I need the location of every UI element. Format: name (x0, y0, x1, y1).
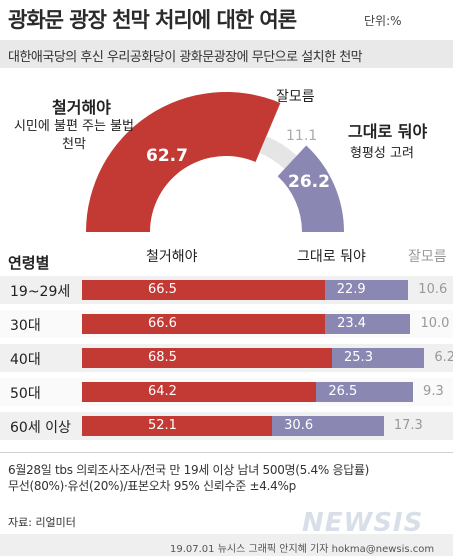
donut-label-unknown: 잘모름 (276, 89, 315, 105)
footer-bar (0, 534, 453, 556)
donut-value-unknown: 11.1 (286, 128, 318, 144)
bar-value-remove: 66.5 (148, 282, 177, 297)
donut-slice-unknown (259, 136, 297, 169)
donut-slice-keep (277, 145, 344, 232)
donut-desc-remove: 시민에 불편 주는 불법 천막 (13, 119, 135, 152)
bar-segment-keep (316, 382, 414, 402)
bar-category-label: 19~29세 (10, 284, 71, 300)
donut-label-keep: 그대로 둬야 (348, 122, 428, 141)
bar-value-keep: 23.4 (337, 316, 367, 331)
donut-desc-keep: 형평성 고려 (350, 146, 414, 161)
bar-value-remove: 66.6 (148, 316, 177, 331)
legend-remove: 철거해야 (146, 249, 198, 265)
bar-value-unknown: 6.2 (434, 350, 453, 365)
donut-slice-remove (85, 92, 281, 232)
bar-value-remove: 52.1 (148, 418, 177, 433)
bar-segment-keep (272, 416, 384, 436)
notes-line-1: 6월28일 tbs 의뢰조사조사/전국 만 19세 이상 남녀 500명(5.4… (8, 463, 370, 477)
bar-category-label: 30대 (10, 318, 41, 334)
legend-keep: 그대로 둬야 (297, 249, 366, 265)
bar-value-keep: 22.9 (336, 282, 366, 297)
bar-value-keep: 25.3 (344, 350, 373, 365)
bar-segment-remove (82, 416, 273, 436)
bar-value-keep: 30.6 (284, 418, 314, 433)
newsis-watermark: NEWSIS (302, 508, 424, 538)
bar-segment-remove (82, 314, 326, 334)
bar-chart-title: 연령별 (8, 254, 50, 272)
bar-segment-keep (325, 314, 411, 334)
bar-value-remove: 64.2 (148, 384, 177, 399)
bar-value-unknown: 10.6 (418, 282, 448, 297)
bar-value-keep: 26.5 (328, 384, 358, 399)
bar-segment-remove (82, 280, 325, 300)
subtitle-bar (0, 40, 453, 68)
donut-value-remove: 62.7 (146, 146, 188, 166)
page-title: 광화문 광장 천막 처리에 대한 여론 (8, 8, 297, 32)
donut-label-remove: 철거해야 (52, 98, 111, 117)
source-label: 자료: 리얼미터 (8, 516, 76, 529)
legend-unknown: 잘모름 (408, 249, 447, 265)
bar-value-unknown: 10.0 (420, 316, 450, 331)
bar-category-label: 40대 (10, 352, 41, 368)
bar-segment-remove (82, 348, 333, 368)
bar-category-label: 50대 (10, 386, 41, 402)
donut-value-keep: 26.2 (288, 172, 330, 192)
bar-category-label: 60세 이상 (10, 420, 71, 436)
bar-value-unknown: 9.3 (423, 384, 444, 399)
half-donut-chart (85, 92, 344, 232)
survey-notes: 6월28일 tbs 의뢰조사조사/전국 만 19세 이상 남녀 500명(5.4… (8, 462, 369, 494)
bar-segment-remove (82, 382, 317, 402)
divider (0, 452, 453, 453)
bar-segment-keep (332, 348, 425, 368)
footer-credit: 19.07.01 뉴시스 그래픽 안지혜 기자 hokma@newsis.com (170, 544, 435, 555)
bar-segment-keep (324, 280, 409, 300)
bar-value-remove: 68.5 (148, 350, 177, 365)
subtitle: 대한애국당의 후신 우리공화당이 광화문광장에 무단으로 설치한 천막 (8, 50, 363, 65)
bar-value-unknown: 17.3 (393, 418, 423, 433)
notes-line-2: 무선(80%)·유선(20%)/표본오차 95% 신뢰수준 ±4.4%p (8, 479, 296, 493)
unit-label: 단위:% (364, 14, 402, 28)
